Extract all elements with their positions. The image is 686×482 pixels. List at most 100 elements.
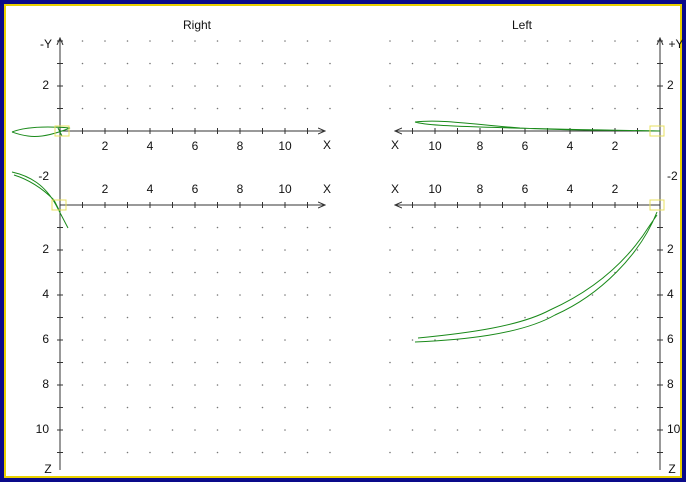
dot bbox=[614, 249, 616, 251]
dot bbox=[569, 451, 571, 454]
dot bbox=[389, 316, 391, 319]
y-tick-label: 2 bbox=[42, 78, 49, 92]
dot bbox=[411, 85, 414, 87]
dot bbox=[149, 361, 151, 364]
axis-label: Z bbox=[44, 462, 51, 476]
dot bbox=[411, 361, 414, 364]
dot bbox=[149, 271, 151, 274]
dot bbox=[126, 316, 129, 319]
dot bbox=[171, 361, 174, 364]
dot bbox=[171, 451, 174, 454]
dot bbox=[434, 361, 436, 364]
dot bbox=[389, 107, 391, 110]
dot bbox=[261, 40, 264, 42]
dot bbox=[389, 271, 391, 274]
dot bbox=[591, 271, 594, 274]
dot bbox=[126, 294, 129, 296]
dot bbox=[479, 316, 481, 319]
dot bbox=[411, 294, 414, 296]
dot bbox=[261, 294, 264, 296]
dot bbox=[149, 62, 151, 65]
dot bbox=[216, 107, 219, 110]
dot bbox=[306, 406, 309, 409]
dot bbox=[126, 271, 129, 274]
dot bbox=[329, 429, 331, 431]
dot bbox=[501, 316, 504, 319]
dot bbox=[434, 406, 436, 409]
dot bbox=[216, 62, 219, 65]
dot bbox=[81, 361, 84, 364]
dot bbox=[456, 62, 459, 65]
dot bbox=[261, 451, 264, 454]
z-tick-label: 6 bbox=[42, 332, 49, 346]
dot bbox=[329, 316, 331, 319]
dot bbox=[149, 294, 151, 296]
dot bbox=[126, 384, 129, 386]
dot bbox=[546, 271, 549, 274]
dot bbox=[149, 429, 151, 431]
dot bbox=[501, 107, 504, 110]
dot bbox=[456, 429, 459, 431]
dot bbox=[216, 339, 219, 341]
axis-label: X bbox=[323, 138, 331, 152]
dot bbox=[306, 294, 309, 296]
dot bbox=[524, 226, 526, 229]
dot bbox=[306, 429, 309, 431]
z-tick-label: 10 bbox=[667, 422, 681, 436]
dot bbox=[239, 339, 241, 341]
dot bbox=[546, 249, 549, 251]
dot bbox=[329, 294, 331, 296]
dot bbox=[524, 294, 526, 296]
dot bbox=[126, 249, 129, 251]
dot bbox=[501, 40, 504, 42]
dot-grid bbox=[81, 40, 639, 454]
dot bbox=[501, 85, 504, 87]
x-tick-label: 8 bbox=[237, 182, 244, 196]
dot bbox=[389, 249, 391, 251]
dot bbox=[216, 406, 219, 409]
dot bbox=[636, 249, 639, 251]
dot bbox=[411, 451, 414, 454]
dot bbox=[501, 294, 504, 296]
dot bbox=[104, 429, 106, 431]
dot bbox=[239, 85, 241, 87]
dot bbox=[171, 249, 174, 251]
dot bbox=[614, 451, 616, 454]
dot bbox=[126, 406, 129, 409]
dot bbox=[261, 316, 264, 319]
dot bbox=[261, 249, 264, 251]
dot bbox=[434, 107, 436, 110]
axis-label: +Y bbox=[668, 37, 683, 51]
dot bbox=[456, 40, 459, 42]
dot bbox=[569, 226, 571, 229]
z-tick-label: 8 bbox=[667, 377, 674, 391]
dot bbox=[284, 249, 286, 251]
x-tick-label: 4 bbox=[147, 139, 154, 153]
dot bbox=[569, 429, 571, 431]
dot bbox=[546, 40, 549, 42]
dot bbox=[239, 451, 241, 454]
dot bbox=[479, 384, 481, 386]
dot bbox=[149, 249, 151, 251]
dot bbox=[284, 85, 286, 87]
dot bbox=[216, 384, 219, 386]
dot bbox=[216, 429, 219, 431]
dot bbox=[569, 294, 571, 296]
dot bbox=[411, 62, 414, 65]
dot bbox=[104, 339, 106, 341]
dot bbox=[636, 226, 639, 229]
dot bbox=[434, 316, 436, 319]
dot bbox=[284, 107, 286, 110]
dot bbox=[456, 85, 459, 87]
dot bbox=[149, 40, 151, 42]
dot bbox=[591, 62, 594, 65]
dot bbox=[171, 271, 174, 274]
dot bbox=[411, 406, 414, 409]
dot bbox=[194, 316, 196, 319]
dot bbox=[126, 85, 129, 87]
dot bbox=[434, 429, 436, 431]
dot bbox=[104, 249, 106, 251]
dot bbox=[194, 226, 196, 229]
dot bbox=[569, 40, 571, 42]
